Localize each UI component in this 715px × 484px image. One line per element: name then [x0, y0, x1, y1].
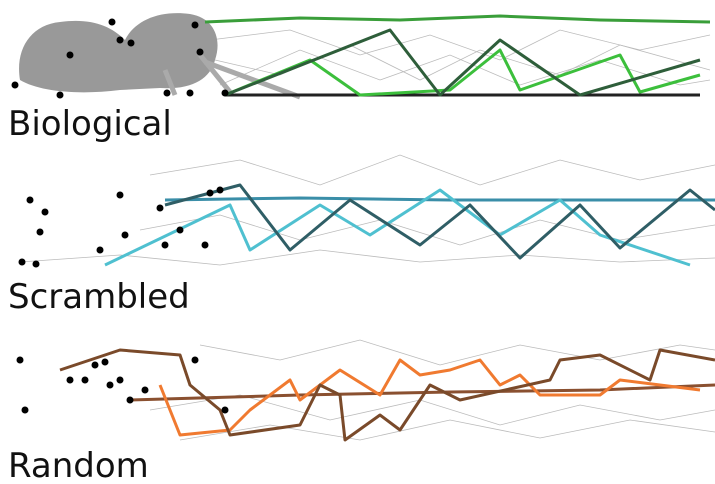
marker — [157, 205, 164, 212]
figure: Biological Scrambled — [0, 0, 715, 484]
marker — [128, 40, 135, 47]
trajectory-network — [20, 250, 715, 265]
marker — [67, 52, 74, 59]
marker — [92, 362, 99, 369]
marker — [217, 187, 224, 194]
panel-label: Scrambled — [8, 277, 190, 317]
marker — [142, 387, 149, 394]
marker — [12, 82, 19, 89]
marker — [67, 377, 74, 384]
track-dark — [225, 30, 700, 95]
animal-silhouette — [19, 13, 218, 92]
marker — [57, 92, 64, 99]
marker — [107, 382, 114, 389]
marker — [109, 19, 116, 26]
marker — [37, 229, 44, 236]
marker — [162, 242, 169, 249]
track-top — [165, 198, 715, 200]
marker — [127, 397, 134, 404]
marker — [27, 197, 34, 204]
track-top — [205, 16, 710, 22]
marker — [117, 37, 124, 44]
panel-label: Random — [8, 446, 149, 484]
panel-label: Biological — [8, 104, 172, 144]
marker — [33, 261, 40, 268]
marker — [82, 377, 89, 384]
marker — [117, 377, 124, 384]
marker — [117, 192, 124, 199]
marker — [197, 49, 204, 56]
marker — [122, 232, 129, 239]
marker — [192, 357, 199, 364]
marker — [202, 242, 209, 249]
marker — [222, 407, 229, 414]
marker — [164, 90, 171, 97]
marker — [22, 407, 29, 414]
marker — [97, 247, 104, 254]
marker — [17, 357, 24, 364]
marker — [102, 359, 109, 366]
markers — [17, 357, 229, 414]
marker — [187, 90, 194, 97]
trajectory-network — [150, 155, 715, 185]
trajectory-network — [150, 395, 715, 425]
track-dark — [60, 350, 715, 440]
marker — [19, 259, 26, 266]
trajectory-network — [200, 340, 715, 365]
marker — [42, 209, 49, 216]
marker — [177, 227, 184, 234]
trajectory-network — [210, 30, 710, 60]
panel-scrambled: Scrambled — [8, 155, 715, 317]
panel-biological: Biological — [8, 13, 710, 144]
panel-random: Random — [8, 340, 715, 484]
marker — [192, 22, 199, 29]
marker — [222, 90, 229, 97]
marker — [207, 190, 214, 197]
